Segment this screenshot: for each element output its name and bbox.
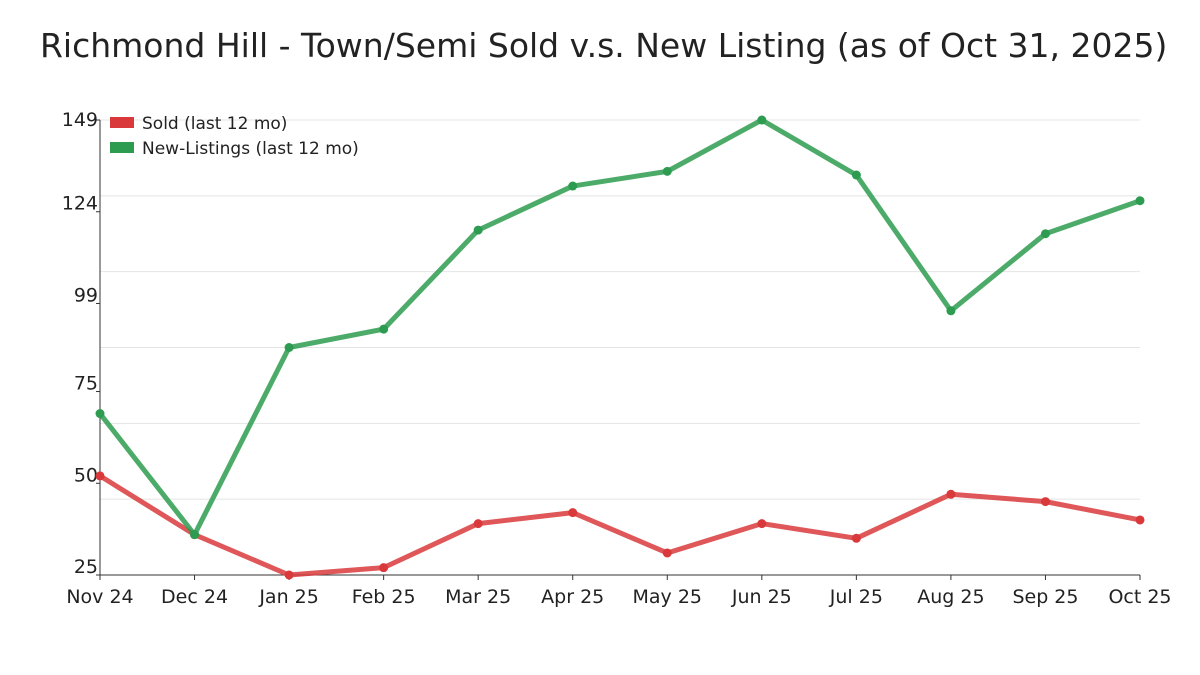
chart-title: Richmond Hill - Town/Semi Sold v.s. New … [40, 26, 1168, 65]
x-tick-label: Jul 25 [829, 586, 883, 608]
y-tick-label: 124 [62, 193, 98, 215]
series-line-sold [98, 473, 1141, 578]
data-point [1040, 229, 1050, 239]
data-point [757, 115, 767, 125]
data-point [946, 306, 956, 316]
data-point [946, 489, 956, 499]
x-tick-label: Nov 24 [66, 586, 133, 608]
data-point [1135, 515, 1145, 525]
data-point [757, 519, 767, 529]
x-tick-label: Aug 25 [917, 586, 984, 608]
x-tick-label: Mar 25 [445, 586, 511, 608]
data-point [379, 563, 389, 573]
x-tick-label: Oct 25 [1108, 586, 1171, 608]
data-point [473, 225, 483, 235]
data-point [568, 181, 578, 191]
x-tick-label: Dec 24 [161, 586, 228, 608]
data-point [190, 530, 200, 540]
data-point [379, 324, 389, 334]
data-point [851, 533, 861, 543]
data-point [284, 343, 294, 352]
x-tick-label: Feb 25 [352, 586, 416, 608]
y-tick-label: 99 [74, 284, 98, 306]
data-point [284, 570, 294, 580]
series-line-new-listings [98, 117, 1141, 538]
x-tick-label: Jan 25 [258, 586, 319, 608]
data-point [473, 519, 483, 529]
data-point [1040, 497, 1050, 507]
data-point [662, 166, 672, 176]
y-tick-label: 50 [74, 464, 98, 486]
data-point [662, 548, 672, 558]
legend-swatch [110, 117, 134, 128]
y-tick-label: 149 [62, 109, 98, 131]
data-point [95, 471, 105, 481]
legend-label: New-Listings (last 12 mo) [142, 139, 359, 159]
y-tick-label: 25 [74, 556, 98, 578]
data-point [568, 508, 578, 518]
data-point [851, 170, 861, 180]
data-point [1135, 196, 1145, 206]
y-tick-label: 75 [74, 373, 98, 395]
x-tick-label: Jun 25 [731, 586, 792, 608]
x-tick-label: May 25 [633, 586, 703, 608]
x-tick-label: Sep 25 [1012, 586, 1078, 608]
legend-label: Sold (last 12 mo) [142, 114, 287, 134]
data-point [95, 409, 105, 419]
x-tick-label: Apr 25 [541, 586, 604, 608]
legend-swatch [110, 142, 134, 153]
